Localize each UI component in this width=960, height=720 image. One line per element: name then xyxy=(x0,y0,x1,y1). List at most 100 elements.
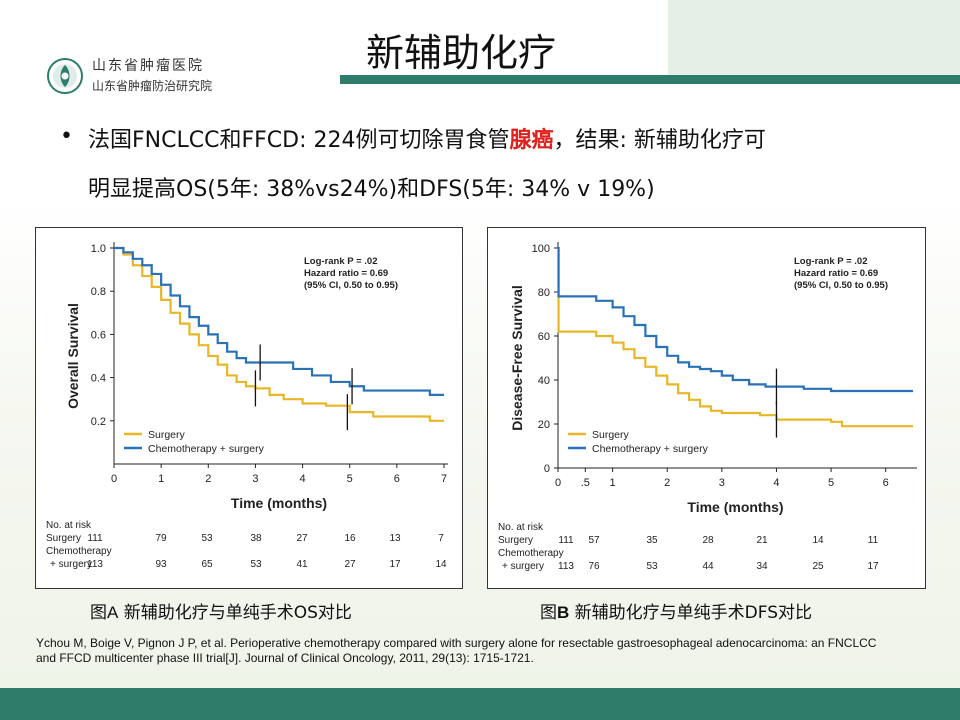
risk-value: 79 xyxy=(155,533,167,544)
caption-b-letter: B xyxy=(557,603,570,622)
x-tick-label: 6 xyxy=(394,473,400,485)
x-axis-label: Time (months) xyxy=(231,495,327,511)
bullet-dot: • xyxy=(60,124,73,149)
stats-line: Hazard ratio = 0.69 xyxy=(304,268,388,279)
risk-value: 25 xyxy=(812,561,824,572)
x-tick-label: 2 xyxy=(664,477,670,489)
risk-value: 27 xyxy=(296,533,308,544)
x-tick-label: 3 xyxy=(719,477,725,489)
legend-label: Chemotherapy + surgery xyxy=(148,443,265,455)
y-tick-label: 40 xyxy=(538,375,550,387)
risk-value: 93 xyxy=(155,559,167,570)
bullet-line-2: 明显提高OS(5年: 38%vs24%)和DFS(5年: 34% v 19%) xyxy=(88,177,655,202)
x-tick-label: 0 xyxy=(111,473,117,485)
x-tick-label: 6 xyxy=(883,477,889,489)
page-title: 新辅助化疗 xyxy=(366,31,557,75)
risk-value: 16 xyxy=(344,533,356,544)
y-axis-label: Overall Survival xyxy=(65,303,81,409)
y-tick-label: 100 xyxy=(532,243,550,255)
caption-a: 图A 新辅助化疗与单纯手术OS对比 xyxy=(90,598,352,623)
stats-line: (95% CI, 0.50 to 0.95) xyxy=(304,280,398,291)
x-tick-label: 2 xyxy=(205,473,211,485)
x-axis-label: Time (months) xyxy=(687,499,783,515)
risk-value: 44 xyxy=(702,561,714,572)
bullet-line-1-highlight: 腺癌 xyxy=(509,128,554,153)
stats-line: Hazard ratio = 0.69 xyxy=(794,268,878,279)
risk-value: 14 xyxy=(435,559,447,570)
y-tick-label: 0.2 xyxy=(91,416,106,428)
legend-label: Chemotherapy + surgery xyxy=(592,443,709,455)
risk-value: 13 xyxy=(389,533,401,544)
risk-value: 7 xyxy=(438,533,444,544)
risk-value: 113 xyxy=(87,559,103,570)
caption-b-text: 新辅助化疗与单纯手术DFS对比 xyxy=(569,603,813,623)
title-underline-bar xyxy=(340,75,960,84)
x-tick-label: 5 xyxy=(347,473,353,485)
x-tick-label: 3 xyxy=(252,473,258,485)
stats-line: Log-rank P = .02 xyxy=(304,256,377,267)
risk-value: 11 xyxy=(868,535,879,546)
risk-value: 14 xyxy=(812,535,824,546)
caption-a-letter: A xyxy=(107,603,119,622)
x-tick-label: 1 xyxy=(158,473,164,485)
risk-table-header: No. at risk xyxy=(46,520,92,531)
x-tick-label: 7 xyxy=(441,473,447,485)
chart-panel-dfs: 0 20 40 60 80 100 0.5 1 2 3 4 5 6 Time (months) Diseas… xyxy=(487,227,926,589)
y-tick-label: 0.6 xyxy=(91,329,106,341)
x-tick-label: 5 xyxy=(828,477,834,489)
hospital-logo-icon xyxy=(47,58,83,94)
bullet-line-1-post: ，结果: 新辅助化疗可 xyxy=(553,128,766,153)
y-tick-label: 1.0 xyxy=(91,243,106,255)
x-tick-label: .5 xyxy=(581,477,590,489)
caption-a-prefix: 图 xyxy=(90,603,107,623)
risk-row-label: + surgery xyxy=(50,559,92,570)
risk-row-label: Chemotherapy xyxy=(498,548,564,559)
y-tick-label: 20 xyxy=(538,419,550,431)
x-tick-label: 0 xyxy=(555,477,561,489)
risk-value: 17 xyxy=(867,561,879,572)
y-tick-label: 0.4 xyxy=(91,373,106,385)
y-tick-label: 80 xyxy=(538,287,550,299)
reference-citation: Ychou M, Boige V, Pignon J P, et al. Per… xyxy=(36,636,877,665)
risk-value: 65 xyxy=(201,559,213,570)
risk-row-label: Surgery xyxy=(46,533,81,544)
risk-row-label: Chemotherapy xyxy=(46,546,112,557)
legend-label: Surgery xyxy=(148,429,186,441)
x-tick-label: 4 xyxy=(300,473,306,485)
series-line-chemotherapy-surgery xyxy=(557,246,913,393)
series-line-surgery xyxy=(114,246,444,422)
caption-b: 图B 新辅助化疗与单纯手术DFS对比 xyxy=(540,598,812,623)
y-axis-label: Disease-Free Survival xyxy=(509,285,525,431)
risk-value: 21 xyxy=(756,535,768,546)
y-tick-label: 0 xyxy=(544,463,550,475)
decorative-panel xyxy=(668,0,960,75)
risk-value: 38 xyxy=(250,533,262,544)
stats-line: (95% CI, 0.50 to 0.95) xyxy=(794,280,888,291)
risk-row-label: Surgery xyxy=(498,535,533,546)
x-tick-label: 1 xyxy=(610,477,616,489)
risk-value: 53 xyxy=(646,561,658,572)
legend-label: Surgery xyxy=(592,429,630,441)
y-tick-label: 0.8 xyxy=(91,286,106,298)
hospital-name: 山东省肿瘤医院 xyxy=(92,58,204,74)
series-line-chemotherapy-surgery xyxy=(114,246,444,396)
risk-table-header: No. at risk xyxy=(498,522,544,533)
bullet-line-1: 法国FNCLCC和FFCD: 224例可切除胃食管腺癌，结果: 新辅助化疗可 xyxy=(88,122,766,154)
risk-value: 35 xyxy=(646,535,658,546)
risk-value: 17 xyxy=(389,559,401,570)
x-tick-label: 4 xyxy=(773,477,779,489)
risk-value: 111 xyxy=(87,533,103,544)
bullet-line-1-pre: 法国FNCLCC和FFCD: 224例可切除胃食管 xyxy=(88,128,510,153)
stats-line: Log-rank P = .02 xyxy=(794,256,867,267)
risk-value: 28 xyxy=(702,535,714,546)
risk-value: 76 xyxy=(588,561,600,572)
hospital-subname: 山东省肿瘤防治研究院 xyxy=(92,79,213,93)
chart-panel-os: 0.2 0.4 0.6 0.8 1.0 0 1 2 3 4 5 6 7 Time (months) Over… xyxy=(35,227,463,589)
risk-value: 57 xyxy=(588,535,600,546)
risk-value: 34 xyxy=(756,561,768,572)
risk-row-label: + surgery xyxy=(502,561,544,572)
risk-value: 41 xyxy=(296,559,308,570)
y-tick-label: 60 xyxy=(538,331,550,343)
risk-value: 53 xyxy=(250,559,262,570)
